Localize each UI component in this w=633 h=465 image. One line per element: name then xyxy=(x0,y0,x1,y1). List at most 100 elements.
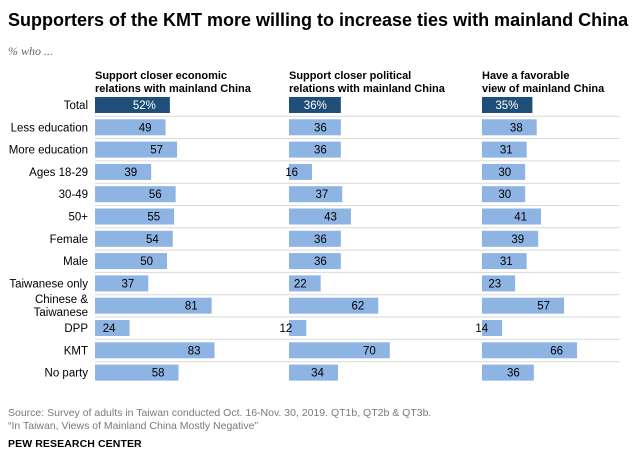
bar-value-label: 36% xyxy=(304,100,327,112)
bar-value-label: 50 xyxy=(140,256,153,268)
bar xyxy=(482,297,565,314)
bar-value-label: 31 xyxy=(500,256,513,268)
bar-value-label: 36 xyxy=(507,368,520,380)
category-label: Ages 18-29 xyxy=(29,167,88,179)
bar-value-label: 49 xyxy=(139,122,152,134)
bar xyxy=(95,208,175,225)
bar xyxy=(482,119,537,136)
bar-value-label: 23 xyxy=(488,278,501,290)
series-header: relations with mainland China xyxy=(289,83,446,95)
bar-value-label: 55 xyxy=(147,212,160,224)
bar xyxy=(95,320,130,336)
category-label: Total xyxy=(64,100,88,112)
category-label: Chinese & xyxy=(35,294,88,306)
bar xyxy=(95,230,173,247)
series-header: Support closer political xyxy=(289,70,411,82)
bar-value-label: 36 xyxy=(314,122,327,134)
bar-value-label: 14 xyxy=(475,323,488,335)
category-label: Female xyxy=(50,234,88,246)
series-header: Have a favorable xyxy=(482,70,569,82)
bar-value-label: 30 xyxy=(498,167,511,179)
bar-value-label: 22 xyxy=(294,278,307,290)
chart-title: Supporters of the KMT more willing to in… xyxy=(8,10,629,30)
bar xyxy=(95,119,166,136)
bar xyxy=(289,141,341,158)
bar xyxy=(289,119,341,136)
bar-value-label: 39 xyxy=(511,234,524,246)
source-note: Source: Survey of adults in Taiwan condu… xyxy=(8,407,431,433)
bar xyxy=(95,253,167,270)
category-label: KMT xyxy=(64,345,88,357)
bar xyxy=(289,275,321,292)
bar-value-label: 57 xyxy=(150,145,163,157)
series-header: Support closer economic xyxy=(95,70,227,82)
bar xyxy=(482,163,526,180)
bar xyxy=(482,364,534,381)
bar xyxy=(95,163,152,180)
bar xyxy=(95,342,215,359)
bar-value-label: 57 xyxy=(537,301,550,313)
bar xyxy=(289,208,351,225)
bar-value-label: 66 xyxy=(550,345,563,357)
bar xyxy=(482,230,539,247)
bar xyxy=(95,364,179,381)
bar-value-label: 62 xyxy=(351,301,364,313)
category-label: Taiwanese only xyxy=(9,278,88,290)
bar-value-label: 58 xyxy=(152,368,165,380)
bar xyxy=(95,97,170,113)
category-label: DPP xyxy=(64,323,88,335)
bar-value-label: 54 xyxy=(146,234,159,246)
bar xyxy=(289,364,338,381)
category-label: 30-49 xyxy=(59,189,88,201)
category-label: Less education xyxy=(11,122,88,134)
bar-value-label: 12 xyxy=(279,323,292,335)
category-label: 50+ xyxy=(68,212,88,224)
bar-value-label: 39 xyxy=(124,167,137,179)
category-label: Taiwanese xyxy=(34,307,88,319)
bar-value-label: 36 xyxy=(314,234,327,246)
bar xyxy=(482,253,527,270)
bar xyxy=(289,253,341,270)
bar xyxy=(289,297,379,314)
bar-value-label: 56 xyxy=(149,189,162,201)
bar xyxy=(482,275,516,292)
bar xyxy=(289,342,390,359)
bar xyxy=(95,141,178,158)
bar-value-label: 41 xyxy=(514,212,527,224)
bar xyxy=(482,141,527,158)
bar xyxy=(482,186,526,203)
bar-value-label: 37 xyxy=(315,189,328,201)
bar-value-label: 36 xyxy=(314,256,327,268)
bar-value-label: 35% xyxy=(495,100,518,112)
bar xyxy=(289,320,307,336)
bar xyxy=(482,97,533,113)
bar-value-label: 38 xyxy=(510,122,523,134)
bar xyxy=(95,186,176,203)
series-header: view of mainland China xyxy=(482,83,605,95)
bar-value-label: 34 xyxy=(311,368,324,380)
bar xyxy=(482,342,578,359)
bar xyxy=(482,208,542,225)
bar-value-label: 16 xyxy=(285,167,298,179)
series-header: relations with mainland China xyxy=(95,83,252,95)
source-line: “In Taiwan, Views of Mainland China Most… xyxy=(8,420,258,432)
bar-value-label: 31 xyxy=(500,145,513,157)
organization-name: PEW RESEARCH CENTER xyxy=(8,438,142,450)
bar xyxy=(95,275,149,292)
bar-value-label: 30 xyxy=(498,189,511,201)
category-label: Male xyxy=(63,256,88,268)
bar-value-label: 83 xyxy=(188,345,201,357)
chart-subtitle: % who ... xyxy=(8,44,53,58)
bar-value-label: 52% xyxy=(133,100,156,112)
bar-value-label: 43 xyxy=(324,212,337,224)
bar xyxy=(95,297,212,314)
bar-value-label: 24 xyxy=(103,323,116,335)
source-line: Source: Survey of adults in Taiwan condu… xyxy=(8,407,432,419)
bar xyxy=(482,320,503,336)
category-label: More education xyxy=(9,145,88,157)
bar-value-label: 70 xyxy=(363,345,376,357)
bar-value-label: 81 xyxy=(185,301,198,313)
bar xyxy=(289,163,313,180)
category-label: No party xyxy=(45,368,89,380)
